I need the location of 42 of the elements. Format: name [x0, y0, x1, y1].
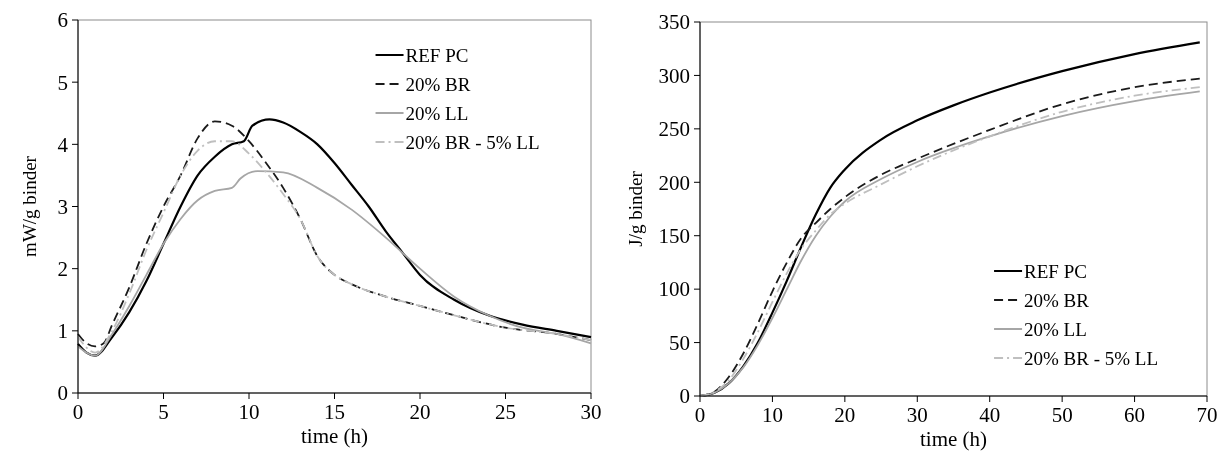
- x-tick-label: 15: [324, 400, 345, 424]
- x-tick-label: 20: [834, 403, 856, 427]
- x-tick-label: 60: [1124, 403, 1146, 427]
- legend-label: 20% BR - 5% LL: [1024, 347, 1159, 369]
- x-tick-label: 25: [495, 400, 516, 424]
- x-tick-label: 5: [158, 400, 169, 424]
- legend-label: REF PC: [1024, 260, 1087, 282]
- y-tick-label: 2: [57, 257, 68, 282]
- legend-label: 20% BR: [405, 73, 471, 95]
- y-tick-label: 150: [658, 224, 690, 249]
- x-tick-label: 30: [580, 400, 602, 424]
- y-tick-label: 100: [658, 277, 690, 302]
- x-tick-label: 70: [1196, 403, 1218, 427]
- x-tick-label: 20: [409, 400, 431, 424]
- x-tick-label: 40: [979, 403, 1001, 427]
- y-tick-label: 200: [658, 170, 690, 195]
- x-tick-label: 0: [72, 400, 84, 424]
- y-tick-label: 1: [57, 319, 68, 344]
- x-axis-title: time (h): [300, 424, 369, 448]
- legend-label: REF PC: [405, 44, 469, 66]
- y-tick-label: 300: [658, 63, 690, 88]
- y-tick-label: 50: [669, 330, 690, 355]
- x-tick-label: 10: [761, 403, 783, 427]
- legend-label: 20% BR - 5% LL: [405, 131, 540, 153]
- y-tick-label: 0: [57, 381, 68, 406]
- legend-label: 20% BR: [1024, 289, 1090, 311]
- line-series: [77, 170, 592, 357]
- x-tick-label: 10: [238, 400, 260, 424]
- y-axis-title: J/g binder: [625, 170, 646, 247]
- x-tick-label: 30: [906, 403, 928, 427]
- y-tick-label: 3: [57, 194, 68, 219]
- y-tick-label: 6: [57, 8, 68, 33]
- x-tick-label: 50: [1051, 403, 1073, 427]
- y-axis-title: mW/g binder: [19, 155, 40, 257]
- y-tick-label: 350: [658, 10, 690, 35]
- x-axis-title: time (h): [919, 427, 988, 451]
- y-tick-label: 5: [57, 70, 68, 95]
- y-tick-label: 250: [658, 117, 690, 142]
- legend-label: 20% LL: [1024, 318, 1087, 340]
- x-tick-label: 0: [694, 403, 706, 427]
- legend-label: 20% LL: [405, 102, 469, 124]
- y-tick-label: 4: [57, 132, 69, 157]
